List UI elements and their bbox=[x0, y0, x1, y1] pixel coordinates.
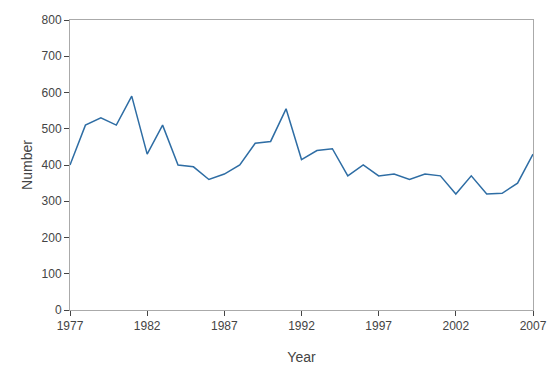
svg-text:1977: 1977 bbox=[57, 319, 84, 333]
svg-text:1987: 1987 bbox=[211, 319, 238, 333]
svg-text:100: 100 bbox=[42, 267, 62, 281]
svg-text:700: 700 bbox=[42, 49, 62, 63]
svg-text:500: 500 bbox=[42, 122, 62, 136]
svg-text:1992: 1992 bbox=[288, 319, 315, 333]
svg-text:0: 0 bbox=[55, 303, 62, 317]
svg-text:200: 200 bbox=[42, 231, 62, 245]
svg-text:1982: 1982 bbox=[134, 319, 161, 333]
svg-text:400: 400 bbox=[42, 158, 62, 172]
svg-text:Year: Year bbox=[287, 349, 316, 365]
svg-text:300: 300 bbox=[42, 194, 62, 208]
svg-text:800: 800 bbox=[42, 13, 62, 27]
svg-text:600: 600 bbox=[42, 86, 62, 100]
svg-text:2002: 2002 bbox=[442, 319, 469, 333]
svg-text:Number: Number bbox=[19, 140, 35, 190]
svg-text:1997: 1997 bbox=[365, 319, 392, 333]
svg-text:2007: 2007 bbox=[520, 319, 547, 333]
